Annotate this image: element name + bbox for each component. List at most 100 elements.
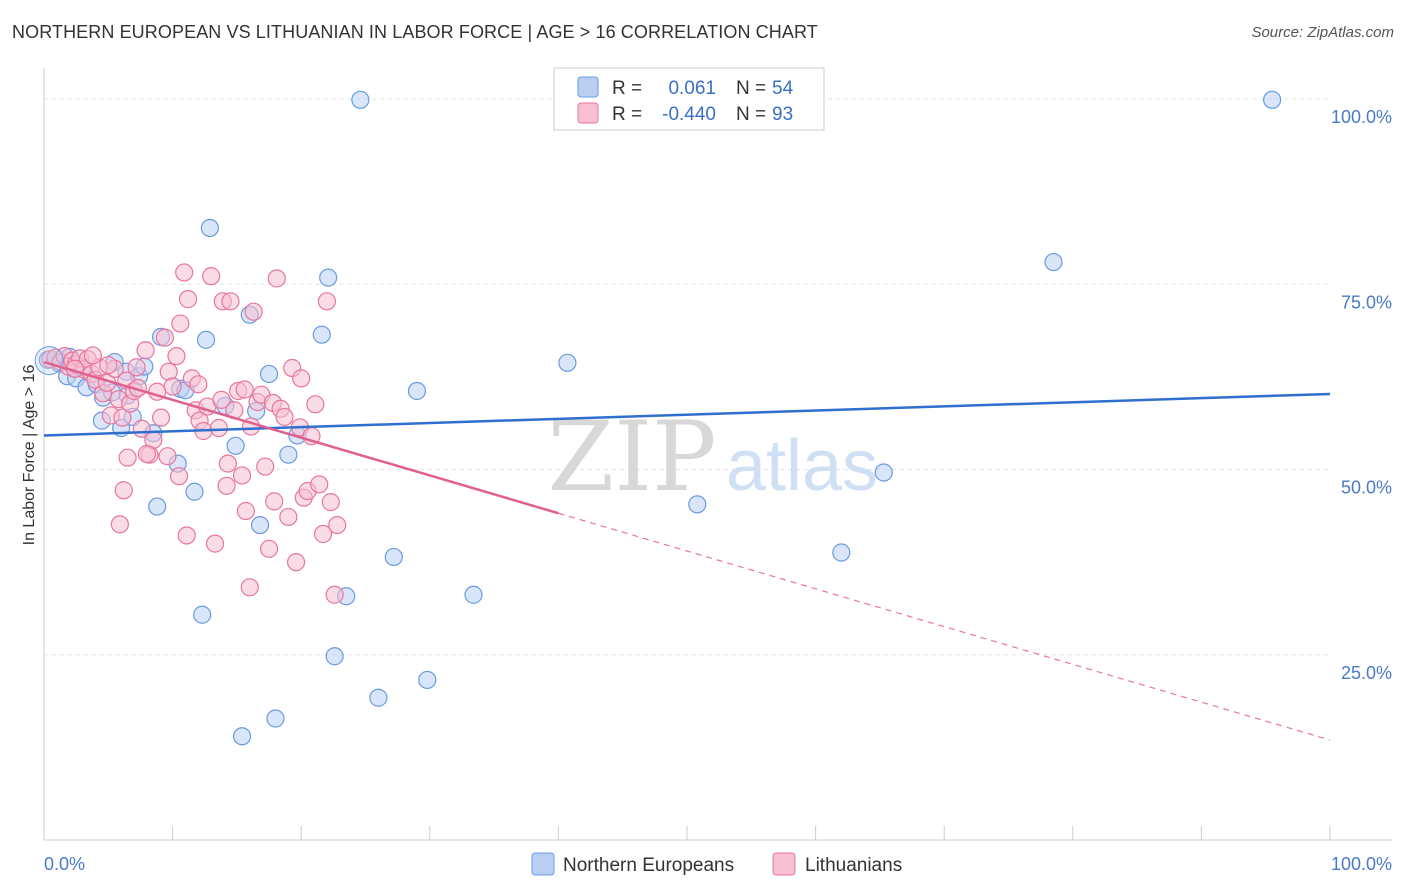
lithuanian-point-60	[275, 407, 294, 427]
lithuanian-point-88	[99, 355, 118, 375]
lithuanian-point-76	[118, 448, 137, 467]
lithuanian-point-42	[205, 534, 225, 553]
lithuanian-point-91	[212, 390, 231, 409]
lithuanian-point-49	[232, 466, 252, 485]
legend-n-value-lithuanian: 93	[772, 104, 793, 125]
lithuanian-point-61	[279, 507, 298, 527]
lithuanian-point-43	[209, 418, 228, 438]
series-legend: Northern Europeans Lithuanians	[531, 852, 902, 876]
data-points	[34, 90, 1282, 746]
lithuanian-trend-extension	[558, 512, 1331, 741]
y-tick-label-2: 75.0%	[1341, 292, 1392, 312]
lithuanian-point-56	[259, 539, 279, 558]
northern-point-41	[407, 381, 427, 401]
northern-point-26	[232, 727, 252, 746]
legend-r-value-northern: 0.061	[668, 78, 716, 99]
lithuanian-point-28	[151, 408, 171, 427]
northern-point-22	[196, 330, 216, 349]
lithuanian-point-41	[202, 267, 221, 286]
lithuanian-point-69	[310, 475, 329, 494]
lithuanian-point-81	[218, 454, 237, 473]
lithuanian-point-85	[328, 515, 347, 535]
legend-n-label-lithuanian: N =	[736, 104, 766, 125]
northern-point-52	[193, 605, 212, 624]
x-tick-label-max: 100.0%	[1331, 854, 1392, 874]
lithuanian-point-80	[189, 375, 208, 394]
northern-point-38	[351, 90, 370, 109]
watermark-atlas: atlas	[726, 426, 878, 506]
northern-point-45	[688, 495, 707, 514]
watermark-zip: ZIP	[547, 401, 716, 513]
lithuanian-point-46	[221, 292, 240, 311]
legend-swatch-northern	[577, 76, 599, 98]
trend-lines	[43, 360, 1331, 741]
northern-point-21	[185, 482, 204, 501]
northern-point-47	[874, 463, 893, 482]
lithuanian-point-73	[325, 585, 344, 604]
lithuanian-point-84	[292, 369, 311, 388]
northern-point-49	[1263, 90, 1282, 109]
lithuanian-point-58	[267, 269, 286, 288]
northern-point-32	[279, 445, 298, 464]
lithuanian-point-29	[155, 328, 174, 347]
lithuanian-point-50	[236, 501, 256, 521]
lithuanian-point-33	[171, 314, 190, 333]
lithuanian-point-75	[114, 481, 133, 500]
bottom-legend-label-northern: Northern Europeans	[563, 855, 734, 876]
lithuanian-point-79	[177, 526, 196, 545]
lithuanian-point-45	[217, 476, 236, 495]
northern-point-43	[464, 585, 483, 604]
lithuanian-point-30	[159, 362, 178, 381]
bottom-legend-label-lithuanian: Lithuanians	[805, 855, 902, 876]
lithuanian-point-68	[306, 395, 325, 414]
lithuanian-point-86	[137, 444, 156, 464]
northern-trend-line	[43, 392, 1331, 437]
bottom-legend-swatch-lithuanian	[772, 852, 796, 876]
legend-r-value-lithuanian: -0.440	[662, 104, 716, 125]
lithuanian-point-34	[175, 263, 194, 282]
lithuanian-point-63	[286, 553, 306, 572]
grid-lines	[44, 98, 1330, 656]
chart-title: NORTHERN EUROPEAN VS LITHUANIAN IN LABOR…	[12, 22, 818, 42]
lithuanian-point-24	[136, 341, 155, 360]
legend-swatch-lithuanian	[577, 102, 599, 124]
northern-point-44	[558, 353, 577, 372]
northern-point-46	[832, 543, 851, 562]
northern-point-36	[325, 647, 344, 666]
northern-point-35	[319, 268, 338, 287]
watermark: ZIP atlas	[547, 401, 878, 513]
lithuanian-point-87	[127, 358, 146, 377]
lithuanian-point-74	[110, 515, 129, 534]
northern-point-25	[226, 436, 245, 455]
lithuanian-trend-line	[43, 360, 559, 515]
northern-point-29	[250, 515, 270, 535]
lithuanian-point-55	[256, 457, 275, 476]
source-label: Source: ZipAtlas.com	[1251, 24, 1394, 41]
lithuanian-point-89	[83, 346, 102, 365]
lithuanian-point-70	[313, 524, 333, 544]
northern-point-31	[266, 709, 285, 728]
northern-point-40	[384, 547, 403, 567]
legend-n-label-northern: N =	[736, 78, 766, 99]
bottom-legend-swatch-northern	[531, 852, 555, 876]
northern-point-30	[259, 364, 279, 384]
y-tick-label-0: 25.0%	[1341, 663, 1392, 683]
x-tick-label-min: 0.0%	[44, 854, 85, 874]
y-tick-label-1: 50.0%	[1341, 478, 1392, 498]
lithuanian-point-35	[178, 290, 198, 309]
northern-point-42	[418, 670, 437, 690]
northern-point-34	[312, 325, 331, 344]
lithuanian-point-83	[265, 492, 284, 511]
lithuanian-point-71	[317, 292, 337, 311]
lithuanian-point-82	[235, 380, 254, 399]
lithuanian-point-51	[240, 578, 259, 597]
lithuanian-point-18	[113, 408, 132, 427]
northern-point-16	[148, 497, 167, 516]
lithuanian-point-77	[158, 447, 177, 466]
tick-labels: 25.0% 50.0% 75.0% 100.0% 0.0% 100.0%	[44, 107, 1392, 874]
lithuanian-point-78	[169, 467, 189, 486]
correlation-legend: R = 0.061 N = 54 R = -0.440 N = 93	[553, 67, 825, 131]
axes	[43, 68, 1392, 841]
legend-r-label-lithuanian: R =	[612, 104, 642, 125]
